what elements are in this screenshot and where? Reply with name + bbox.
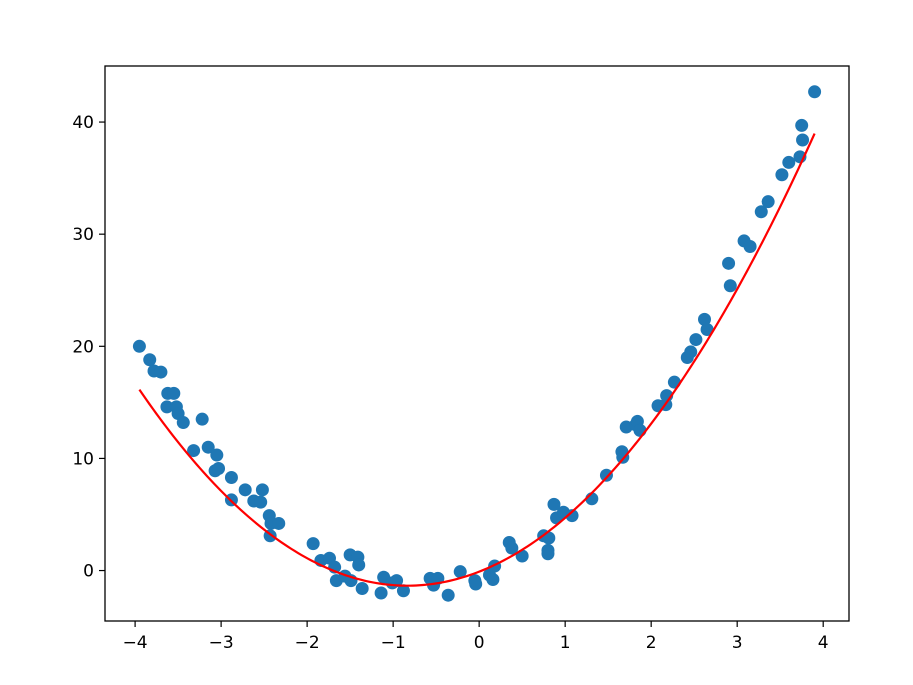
x-tick-label: 1 <box>560 633 571 653</box>
y-tick-label: 10 <box>72 449 94 469</box>
scatter-point <box>722 256 736 270</box>
scatter-point <box>453 565 467 579</box>
scatter-point <box>396 584 410 598</box>
scatter-point <box>355 581 369 595</box>
scatter-point <box>723 279 737 293</box>
scatter-point <box>743 240 757 254</box>
series-layer <box>132 85 822 602</box>
scatter-point <box>254 495 268 509</box>
axes-frame <box>104 65 850 622</box>
scatter-point <box>201 440 215 454</box>
scatter-point <box>684 345 698 359</box>
scatter-point <box>775 168 789 182</box>
scatter-point <box>469 577 483 591</box>
scatter-point <box>255 483 269 497</box>
scatter-point <box>700 322 714 336</box>
scatter-point <box>143 353 157 367</box>
scatter-point <box>195 412 209 426</box>
fit-curve <box>138 133 816 587</box>
scatter-point <box>374 586 388 600</box>
x-tick-label: −2 <box>295 633 320 653</box>
scatter-point <box>306 537 320 551</box>
scatter-point <box>132 339 146 353</box>
x-tick-label: 0 <box>474 633 485 653</box>
y-tick-label: 0 <box>83 562 94 582</box>
scatter-point <box>698 312 712 326</box>
scatter-point <box>796 133 810 147</box>
scatter-point <box>761 195 775 209</box>
scatter-point <box>390 574 404 588</box>
y-tick-label: 30 <box>72 225 94 245</box>
scatter-point <box>808 85 822 99</box>
x-tick-label: −3 <box>209 633 234 653</box>
scatter-point <box>505 541 519 555</box>
scatter-point <box>210 448 224 462</box>
scatter-point <box>754 205 768 219</box>
scatter-point <box>187 444 201 458</box>
x-tick-label: −4 <box>123 633 148 653</box>
scatter-point <box>167 386 181 400</box>
scatter-point <box>160 400 174 414</box>
scatter-point <box>782 155 796 169</box>
scatter-point <box>272 516 286 530</box>
x-tick-label: 4 <box>818 633 829 653</box>
y-tick-label: 20 <box>72 337 94 357</box>
x-tick-label: 2 <box>646 633 657 653</box>
scatter-point <box>224 470 238 484</box>
scatter-point <box>154 365 168 379</box>
scatter-point <box>599 468 613 482</box>
scatter-point <box>547 497 561 511</box>
scatter-point <box>238 483 252 497</box>
x-tick-label: 3 <box>732 633 743 653</box>
scatter-point <box>541 547 555 561</box>
scatter-point <box>441 588 455 602</box>
scatter-point <box>633 423 647 437</box>
scatter-point <box>689 333 703 347</box>
scatter-point <box>795 118 809 132</box>
scatter-point <box>565 509 579 523</box>
scatter-point <box>667 375 681 389</box>
scatter-point <box>176 416 190 430</box>
x-tick-label: −1 <box>381 633 406 653</box>
scatter-point <box>212 462 226 476</box>
scatter-point <box>486 573 500 587</box>
scatter-point <box>352 558 366 572</box>
y-tick-label: 40 <box>72 113 94 133</box>
